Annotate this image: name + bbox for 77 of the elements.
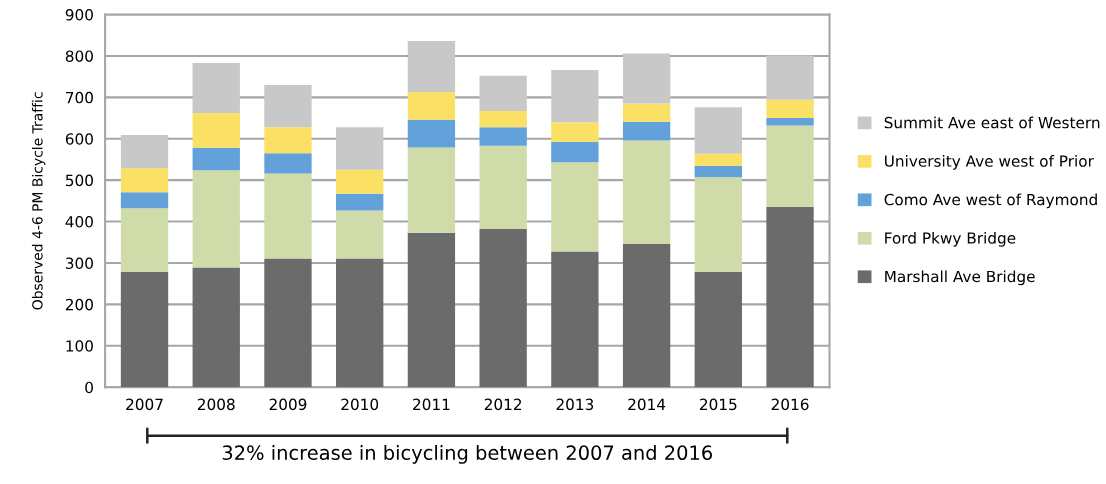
bar	[192, 170, 240, 268]
x-tick-label: 2007	[126, 398, 163, 411]
bar	[264, 258, 312, 388]
y-tick-label: 400	[65, 216, 93, 228]
x-tick-label: 2013	[556, 398, 594, 411]
bar	[622, 121, 671, 141]
bar	[336, 169, 384, 194]
bar	[192, 267, 240, 388]
bar	[622, 103, 671, 122]
bar	[551, 70, 599, 123]
y-tick-label: 0	[85, 381, 93, 394]
bar	[551, 162, 599, 252]
bar	[694, 165, 742, 178]
legend-label: Marshall Ave Bridge	[885, 270, 1035, 286]
bar	[766, 206, 814, 388]
bar	[407, 119, 456, 148]
bar	[336, 127, 384, 170]
bar	[336, 210, 384, 259]
bar	[120, 192, 169, 209]
bar	[479, 75, 527, 111]
bar	[192, 147, 240, 171]
bar	[120, 168, 169, 193]
bar	[264, 84, 312, 128]
x-tick-label: 2011	[413, 398, 450, 411]
bar	[336, 258, 384, 388]
bar	[694, 177, 742, 272]
y-tick-label: 500	[65, 174, 93, 187]
y-tick-label: 800	[65, 50, 93, 62]
bar	[551, 251, 599, 388]
bar	[694, 271, 742, 388]
bar	[694, 153, 742, 166]
x-tick-label: 2012	[484, 398, 522, 411]
bar	[407, 232, 456, 388]
bar	[407, 41, 456, 92]
x-tick-label: 2015	[700, 398, 737, 411]
bar	[120, 208, 169, 272]
legend-label: Summit Ave east of Western	[884, 116, 1100, 129]
bar	[407, 147, 456, 233]
bar	[120, 135, 169, 169]
y-tick-label: 900	[65, 8, 93, 21]
x-tick-label: 2009	[269, 398, 307, 411]
bar	[479, 229, 527, 388]
legend-label: Ford Pkwy Bridge	[885, 231, 1016, 247]
y-tick-label: 100	[66, 340, 93, 352]
y-tick-label: 200	[65, 298, 93, 311]
bar	[407, 91, 456, 120]
bar	[264, 127, 312, 154]
bar	[264, 173, 312, 259]
y-tick-label: 300	[65, 257, 93, 269]
bar	[694, 107, 742, 154]
bar	[551, 142, 599, 163]
y-tick-label: 600	[65, 133, 93, 145]
bar	[336, 193, 384, 211]
bar	[192, 62, 240, 114]
legend-label: University Ave west of Prior	[885, 155, 1094, 170]
bar	[622, 243, 671, 388]
bar	[479, 111, 527, 128]
legend-label: Como Ave west of Raymond	[884, 193, 1097, 209]
text: 32% increase in bicycling between 2007 and 2016	[222, 444, 713, 464]
bar	[622, 140, 671, 244]
bar	[766, 118, 814, 126]
y-axis-title: Observed 4-6 PM Bicycle Traffic	[31, 92, 46, 310]
bar	[120, 271, 169, 388]
bar	[479, 127, 527, 146]
bar	[622, 53, 671, 104]
y-tick-label: 700	[66, 91, 93, 104]
bar	[551, 122, 599, 143]
bar	[479, 145, 527, 230]
bar	[264, 153, 312, 174]
x-tick-label: 2008	[197, 398, 235, 411]
x-tick-label: 2014	[628, 398, 666, 411]
bar	[192, 113, 240, 148]
bar	[766, 125, 814, 207]
x-tick-label: 2010	[341, 398, 379, 411]
x-tick-label: 2016	[771, 398, 809, 411]
bar	[766, 99, 814, 119]
bar	[766, 55, 814, 100]
